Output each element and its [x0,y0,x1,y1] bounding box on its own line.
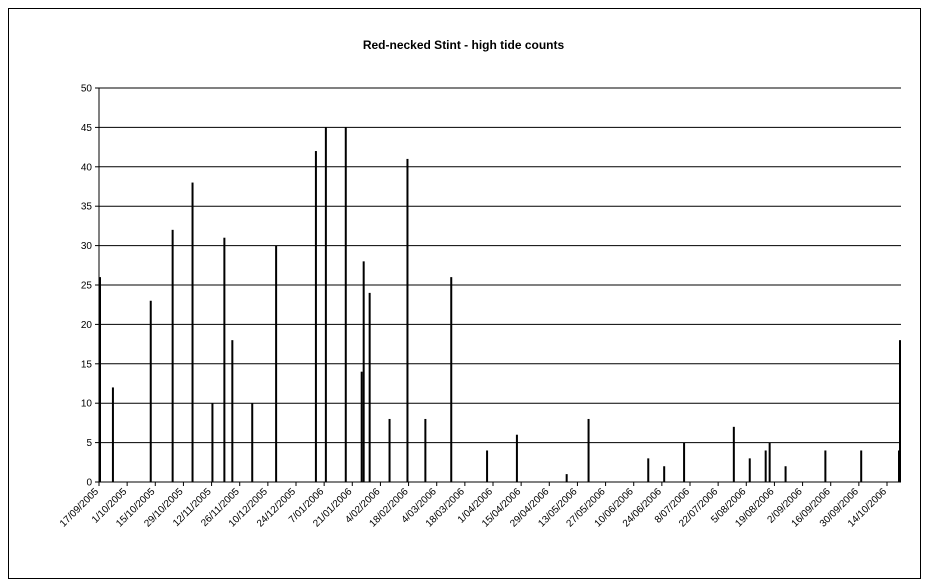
bar [99,277,101,482]
bar [149,300,152,482]
bar [732,426,735,482]
y-tick-label: 5 [86,438,92,449]
gridlines [95,87,901,483]
bar [324,127,327,483]
bar [275,245,278,482]
bar [191,182,194,482]
bar [587,418,590,482]
bar [764,450,767,482]
bar [565,474,568,482]
bar [251,403,254,482]
bar [515,434,518,482]
x-tick-labels: 17/09/20051/10/200515/10/200529/10/20051… [58,482,889,530]
bars [99,127,901,483]
y-tick-label: 45 [81,123,93,134]
y-tick-label: 50 [81,84,93,95]
y-tick-label: 30 [81,241,93,252]
bar [663,466,666,482]
bar [314,151,317,483]
bar [486,450,489,482]
y-tick-label: 10 [81,399,93,410]
bar [344,127,347,483]
bar [899,403,901,482]
y-tick-labels: 0 5 10 15 20 25 30 35 40 45 50 [81,84,93,489]
bar [362,261,365,482]
y-tick-label: 0 [86,478,92,489]
axes [98,88,901,483]
y-tick-label: 40 [81,162,93,173]
y-tick-label: 25 [81,281,93,292]
chart-title: Red-necked Stint - high tide counts [362,38,565,52]
bar [368,292,371,482]
bar [683,442,686,482]
bar [647,458,650,482]
bar [860,450,863,482]
bar [748,458,751,482]
bar [231,340,234,482]
bar [424,418,427,482]
y-tick-label: 20 [81,320,93,331]
bar [450,277,453,482]
bar [824,450,827,482]
bar [223,237,226,482]
bar [768,442,771,482]
bar [111,387,114,482]
bar [211,403,214,482]
bar [388,418,391,482]
y-tick-label: 35 [81,202,93,213]
bar [360,371,363,482]
y-tick-label: 15 [81,359,93,370]
bar [406,158,409,483]
bar [784,466,787,482]
bar [171,229,174,482]
